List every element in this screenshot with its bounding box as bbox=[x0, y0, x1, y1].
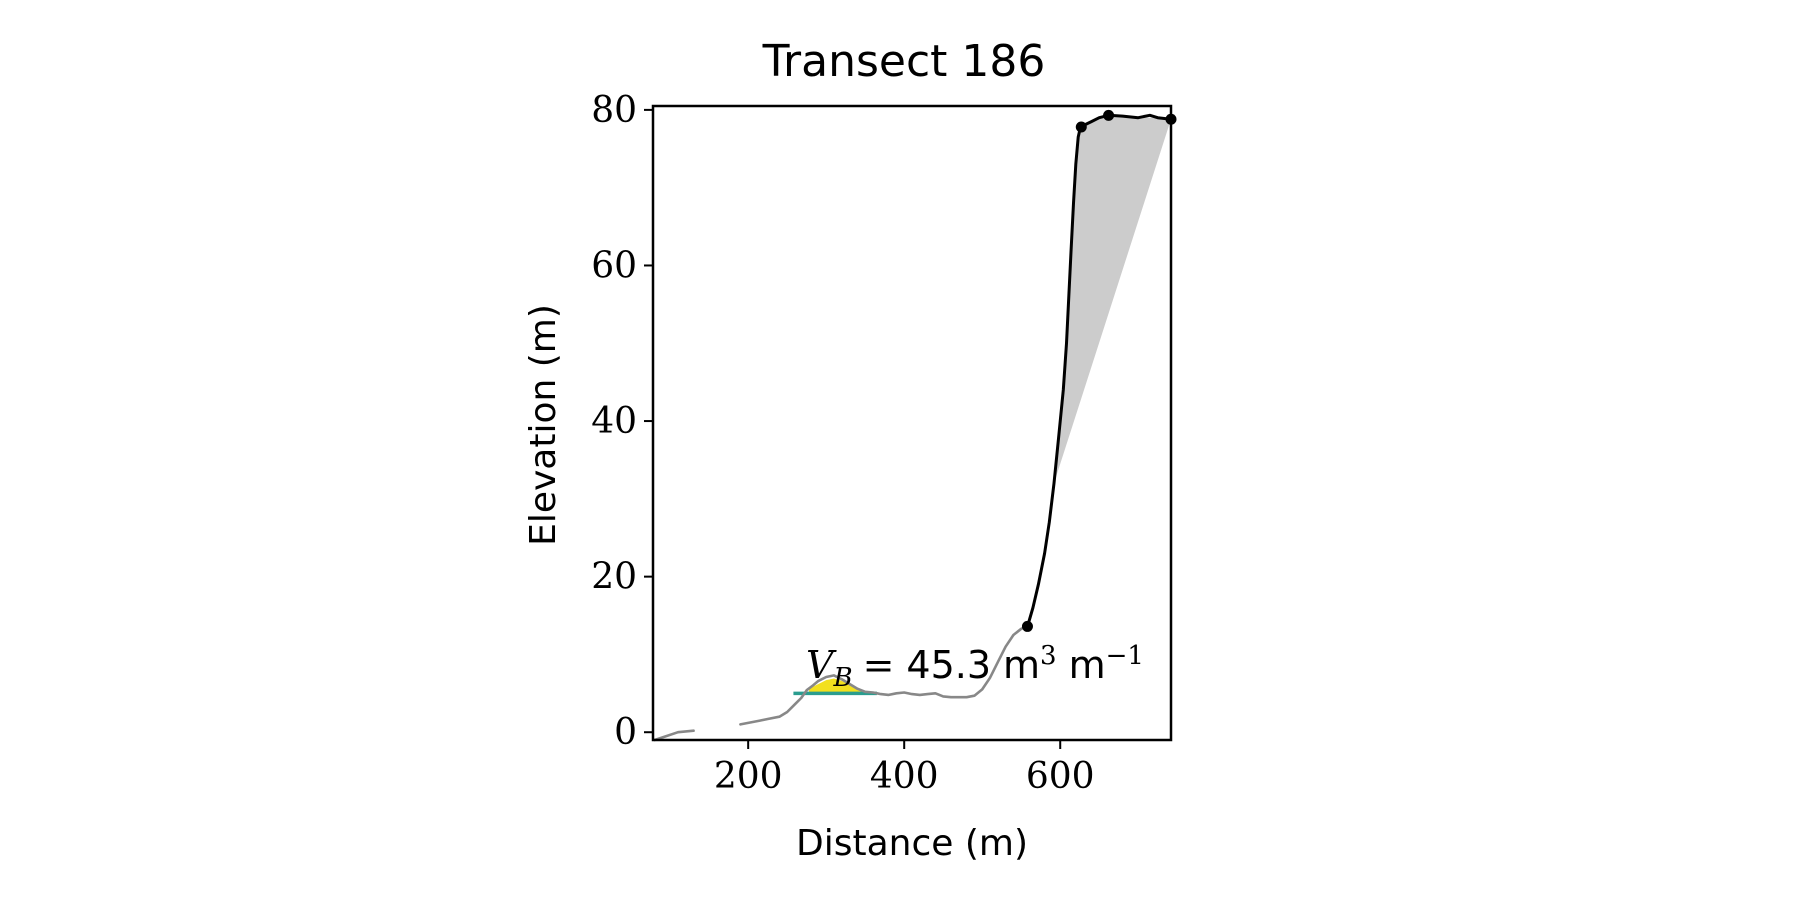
shaded-region-layer bbox=[1054, 115, 1171, 483]
data-point-marker bbox=[1022, 621, 1033, 632]
x-tick-label: 400 bbox=[870, 756, 939, 797]
annotation-unit-1-exponent: 3 bbox=[1040, 641, 1057, 671]
chart-title: Transect 186 bbox=[762, 36, 1046, 87]
annotation-equals: = bbox=[863, 643, 895, 687]
volume-annotation: VB = 45.3 m3 m−1 bbox=[806, 641, 1144, 693]
y-tick-label: 40 bbox=[591, 401, 637, 442]
x-tick-label: 200 bbox=[714, 756, 783, 797]
annotation-subscript: B bbox=[832, 663, 852, 693]
annotation-value: 45.3 bbox=[906, 643, 991, 687]
annotation-prefix: V bbox=[806, 643, 837, 687]
y-axis-ticks: 0 20 40 60 80 bbox=[591, 90, 653, 753]
x-tick-label: 600 bbox=[1026, 756, 1095, 797]
shaded-region bbox=[1054, 115, 1171, 483]
annotation-unit-2: m bbox=[1069, 643, 1106, 687]
y-tick-label: 60 bbox=[591, 245, 637, 286]
y-axis-label: Elevation (m) bbox=[523, 304, 564, 546]
y-tick-label: 0 bbox=[614, 712, 637, 753]
y-tick-label: 80 bbox=[591, 90, 637, 131]
data-point-marker bbox=[1076, 122, 1087, 133]
data-point-marker bbox=[1103, 110, 1114, 121]
x-axis-ticks: 200 400 600 bbox=[714, 740, 1095, 797]
annotation-unit-1: m bbox=[1003, 643, 1040, 687]
y-tick-label: 20 bbox=[591, 557, 637, 598]
annotation-unit-2-exponent: −1 bbox=[1106, 641, 1144, 671]
x-axis-label: Distance (m) bbox=[796, 823, 1028, 864]
series-line-profile-gray-left bbox=[655, 731, 694, 740]
